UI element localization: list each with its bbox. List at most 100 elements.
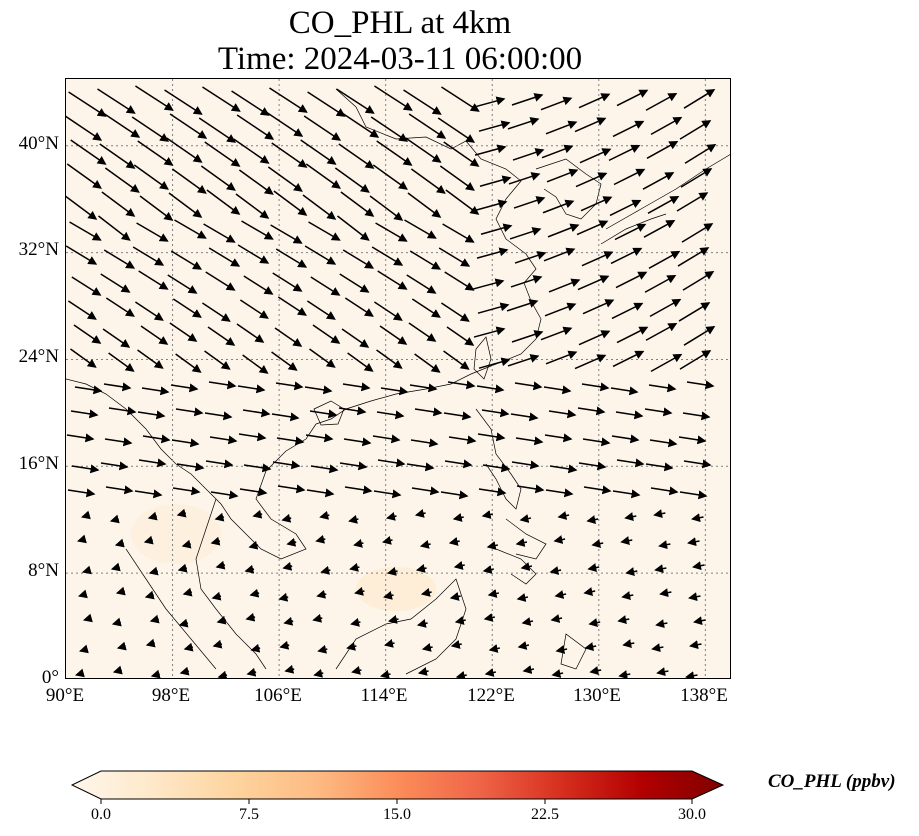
wind-vector <box>304 385 333 395</box>
wind-vector <box>147 511 158 521</box>
wind-vector <box>342 249 375 269</box>
wind-vector <box>443 411 472 421</box>
wind-vector <box>649 438 678 448</box>
wind-vector <box>278 592 289 602</box>
wind-vector <box>443 141 480 167</box>
wind-vector <box>369 195 404 221</box>
wind-vector <box>478 487 507 497</box>
wind-vector <box>682 411 711 421</box>
wind-vector <box>217 670 228 678</box>
wind-vector <box>136 222 169 242</box>
wind-vector <box>202 302 231 322</box>
wind-vector <box>618 670 631 678</box>
wind-vector <box>414 353 441 373</box>
wind-vector <box>589 666 602 675</box>
wind-vector <box>510 275 543 288</box>
wind-vector <box>216 615 227 625</box>
wind-vector <box>442 223 475 243</box>
wind-vector <box>610 386 639 396</box>
wind-vector <box>477 432 506 442</box>
wind-vector <box>403 89 442 115</box>
wind-vector <box>353 538 364 548</box>
colorbar-tick-label: 0.0 <box>91 806 111 823</box>
wind-vector <box>683 326 716 346</box>
wind-vector <box>67 300 97 320</box>
wind-vector <box>303 115 342 141</box>
wind-vector <box>116 641 127 651</box>
wind-vector <box>349 562 360 572</box>
wind-vector <box>267 166 303 192</box>
wind-vector <box>581 382 610 392</box>
wind-vector <box>176 508 187 518</box>
colorbar-label: CO_PHL (ppbv) <box>768 771 896 792</box>
wind-vector <box>336 88 375 114</box>
wind-vector <box>237 384 266 394</box>
wind-vector <box>348 514 359 524</box>
wind-vector <box>439 165 475 191</box>
wind-vector <box>649 298 682 318</box>
wind-vector <box>139 195 174 221</box>
wind-vector <box>645 93 678 111</box>
wind-vector <box>105 297 135 317</box>
wind-vector <box>249 588 260 598</box>
wind-vector <box>265 111 304 137</box>
wind-vector <box>380 386 409 396</box>
wind-vector <box>279 640 290 650</box>
wind-vector <box>346 641 357 651</box>
wind-vector <box>517 641 530 650</box>
wind-vector <box>374 85 413 111</box>
wind-vector-layer <box>66 85 717 678</box>
wind-vector <box>407 192 442 218</box>
wind-vector <box>610 247 643 265</box>
wind-vector <box>377 458 406 468</box>
wind-vector <box>481 408 510 418</box>
wind-vector <box>477 302 510 314</box>
wind-vector <box>277 296 307 316</box>
wind-vector <box>553 535 566 544</box>
wind-vector <box>554 590 567 599</box>
wind-vector <box>617 615 630 625</box>
wind-vector <box>437 117 476 143</box>
wind-vector <box>108 406 137 416</box>
wind-vector <box>383 590 394 600</box>
wind-vector <box>547 223 580 238</box>
wind-vector <box>416 619 428 628</box>
wind-vector <box>338 143 375 169</box>
wind-vector <box>613 168 646 186</box>
wind-vector <box>651 643 664 653</box>
wind-vector <box>238 169 274 195</box>
wind-vector <box>334 167 370 193</box>
wind-vector <box>405 137 442 163</box>
wind-vector <box>483 613 495 622</box>
wind-vector <box>271 412 300 422</box>
wind-vector <box>164 89 203 115</box>
wind-vector <box>516 484 545 494</box>
wind-vector <box>307 91 346 117</box>
wind-vector <box>105 485 134 495</box>
co-concentration-patch <box>131 504 221 564</box>
wind-vector <box>508 172 541 185</box>
wind-vector <box>143 535 154 545</box>
wind-vector <box>236 323 265 343</box>
wind-vector <box>512 148 545 161</box>
wind-vector <box>452 513 464 522</box>
lat-tick-label: 24°N <box>18 346 59 367</box>
wind-vector <box>678 435 707 445</box>
wind-vector <box>178 618 189 628</box>
wind-vector <box>404 219 437 239</box>
wind-vector <box>243 463 272 473</box>
wind-vector <box>170 250 203 270</box>
wind-vector <box>175 353 202 373</box>
wind-vector <box>608 144 641 162</box>
wind-vector <box>243 275 274 295</box>
wind-vector <box>200 165 236 191</box>
lat-tick-label: 32°N <box>18 239 59 260</box>
wind-vector <box>506 299 539 312</box>
wind-vector <box>542 199 575 214</box>
wind-vector <box>616 326 649 344</box>
wind-vector <box>511 460 540 470</box>
wind-vector <box>82 613 93 623</box>
wind-vector <box>448 435 477 445</box>
wind-vector <box>73 324 102 344</box>
wind-vector <box>110 562 121 572</box>
